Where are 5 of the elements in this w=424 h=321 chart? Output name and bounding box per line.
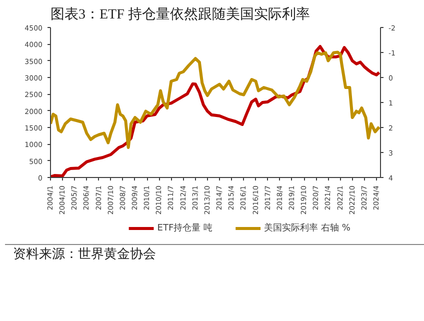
text: 资料来源：世界黄金协会 — [13, 245, 156, 263]
line-series — [50, 50, 380, 149]
legend-label: ETF持仓量 吨 — [157, 222, 213, 234]
legend-label: 美国实际利率 右轴 % — [264, 222, 351, 234]
chart-title: 图表3：ETF 持仓量依然跟随美国实际利率 — [50, 6, 310, 22]
